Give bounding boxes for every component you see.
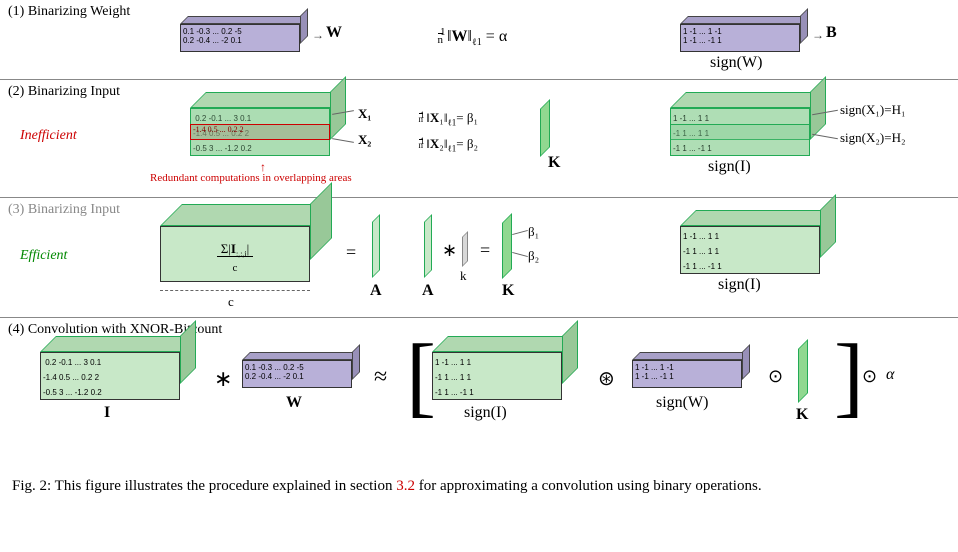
b-label: B [826, 24, 837, 42]
sign-w-tensor-r4: 1 -1 ... 1 -1 1 -1 ... -1 1 [632, 360, 742, 388]
i-values: 0.2 -0.1 ... 3 0.1 -1.4 0.5 ... 0.2 2 -0… [40, 352, 180, 400]
i-tensor: 0.2 -0.1 ... 3 0.1 -1.4 0.5 ... 0.2 2 -0… [40, 352, 180, 400]
sign-w-values-r4: 1 -1 ... 1 -1 1 -1 ... -1 1 [632, 360, 742, 388]
x2-label: X₂ [358, 132, 371, 148]
row1-title: (1) Binarizing Weight [8, 4, 950, 20]
approx: ≈ [374, 364, 387, 391]
sign-i-tensor-r4: 1 -1 ... 1 1 -1 1 ... 1 1 -1 1 ... -1 1 [432, 352, 562, 400]
b-values: 1 -1 ... 1 -1 1 -1 ... -1 1 [680, 24, 800, 52]
h2-strip [670, 124, 810, 156]
a-slice-2 [424, 214, 432, 278]
efficient-tag: Efficient [20, 248, 67, 264]
alpha-label: α [886, 366, 894, 384]
sum-tensor: Σ|I:,:,i|c [160, 226, 310, 282]
eq-x1: 1n ‖X₁‖ℓ1= β₁ [420, 110, 478, 128]
sign-w-label-r4: sign(W) [656, 394, 708, 412]
sign-values-r3: 1 -1 ... 1 1 -1 1 ... 1 1 -1 1 ... -1 1 [680, 226, 820, 274]
b1-line [512, 230, 528, 235]
sign-i-r3: sign(I) [718, 276, 761, 294]
eq-x2: 1n ‖X₂‖ℓ1= β₂ [420, 136, 478, 154]
sign-i-label-r4: sign(I) [464, 404, 507, 422]
b2-label: β₂ [528, 248, 539, 264]
w-side-r4 [352, 344, 360, 380]
conv-star: ∗ [442, 240, 457, 261]
odot-1: ⊙ [768, 366, 783, 387]
c-brace [160, 290, 310, 291]
h2-line [812, 134, 838, 139]
k-slice-r2 [540, 99, 550, 157]
redundant-arrow: ↑ [260, 160, 266, 175]
eq-w: 1n ‖W‖ℓ1 = α [440, 26, 507, 48]
sum-front: Σ|I:,:,i|c [160, 226, 310, 282]
k-slice-r4 [798, 339, 808, 403]
odot-2: ⊙ [862, 366, 877, 387]
conv-star-r4: ∗ [214, 366, 232, 392]
k-kernel [462, 231, 468, 267]
inefficient-tag: Inefficient [20, 128, 77, 144]
b2-line [512, 252, 528, 257]
h2-label: sign(X₂)=H₂ [840, 130, 906, 146]
k-label-r3: K [502, 282, 514, 300]
w-top [180, 16, 308, 24]
sign-top-r2 [670, 92, 826, 108]
a-label-1: A [370, 282, 382, 300]
k-label-r4: K [796, 406, 808, 424]
row-xnor-conv: (4) Convolution with XNOR-Bitcount 0.2 -… [0, 318, 958, 458]
w-tensor: 0.1 -0.3 ... 0.2 -5 0.2 -0.4 ... -2 0.1 [180, 24, 300, 52]
overlap-strip: -1.4 0.5 ... 0.2 2 [190, 124, 330, 140]
c-label: c [228, 294, 234, 310]
row-binarizing-input-inefficient: (2) Binarizing Input Inefficient 0.2 -0.… [0, 80, 958, 198]
equals-1: = [346, 242, 356, 263]
sign-i-values-r4: 1 -1 ... 1 1 -1 1 ... 1 1 -1 1 ... -1 1 [432, 352, 562, 400]
rbracket: ] [834, 332, 864, 422]
input-tensor-r2: 0.2 -0.1 ... 3 0.1 -1.4 0.5 ... 0.2 2 -0… [190, 108, 330, 156]
b-arrow: → [812, 28, 824, 43]
k-result [502, 213, 512, 279]
sign-w-top-r4 [632, 352, 750, 360]
xnor-op: ⊛ [598, 366, 615, 391]
sign-tensor-r2: 1 -1 ... 1 1 -1 1 ... 1 1 -1 1 ... -1 1 [670, 108, 810, 156]
input-top-r2 [190, 92, 346, 108]
sign-top-r3 [680, 210, 836, 226]
a-slice-1 [372, 214, 380, 278]
k2-label: k [460, 268, 467, 284]
a-label-2: A [422, 282, 434, 300]
equals-2: = [480, 240, 490, 261]
sign-w-side-r4 [742, 344, 750, 380]
w-top-r4 [242, 352, 360, 360]
redundant-text: Redundant computations in overlapping ar… [150, 172, 352, 184]
b1-label: β₁ [528, 224, 539, 240]
w-values-r4: 0.1 -0.3 ... 0.2 -5 0.2 -0.4 ... -2 0.1 [242, 360, 352, 388]
b-side [800, 8, 808, 44]
sign-i-top-r4 [432, 336, 578, 352]
i-label: I [104, 404, 110, 422]
b-top [680, 16, 808, 24]
sum-top [160, 204, 332, 226]
sign-i-r2: sign(I) [708, 158, 751, 176]
sign-w-r1: sign(W) [710, 54, 762, 72]
sign-tensor-r3: 1 -1 ... 1 1 -1 1 ... 1 1 -1 1 ... -1 1 [680, 226, 820, 274]
w-label-r4: W [286, 394, 302, 412]
w-side [300, 8, 308, 44]
row-binarizing-weight: (1) Binarizing Weight 0.1 -0.3 ... 0.2 -… [0, 0, 958, 80]
h1-label: sign(X₁)=H₁ [840, 102, 906, 118]
k-label-r2: K [548, 154, 560, 172]
i-top [40, 336, 196, 352]
w-values: 0.1 -0.3 ... 0.2 -5 0.2 -0.4 ... -2 0.1 [180, 24, 300, 52]
b-tensor: 1 -1 ... 1 -1 1 -1 ... -1 1 [680, 24, 800, 52]
row-binarizing-input-efficient: (3) Binarizing Input Efficient Σ|I:,:,i|… [0, 198, 958, 318]
w-tensor-r4: 0.1 -0.3 ... 0.2 -5 0.2 -0.4 ... -2 0.1 [242, 360, 352, 388]
figure-caption: Fig. 2: This figure illustrates the proc… [0, 478, 958, 495]
x1-label: X₁ [358, 106, 371, 122]
w-arrow: → [312, 28, 324, 43]
w-label: W [326, 24, 342, 42]
x2-line [332, 138, 354, 143]
section-ref: 3.2 [396, 478, 415, 494]
